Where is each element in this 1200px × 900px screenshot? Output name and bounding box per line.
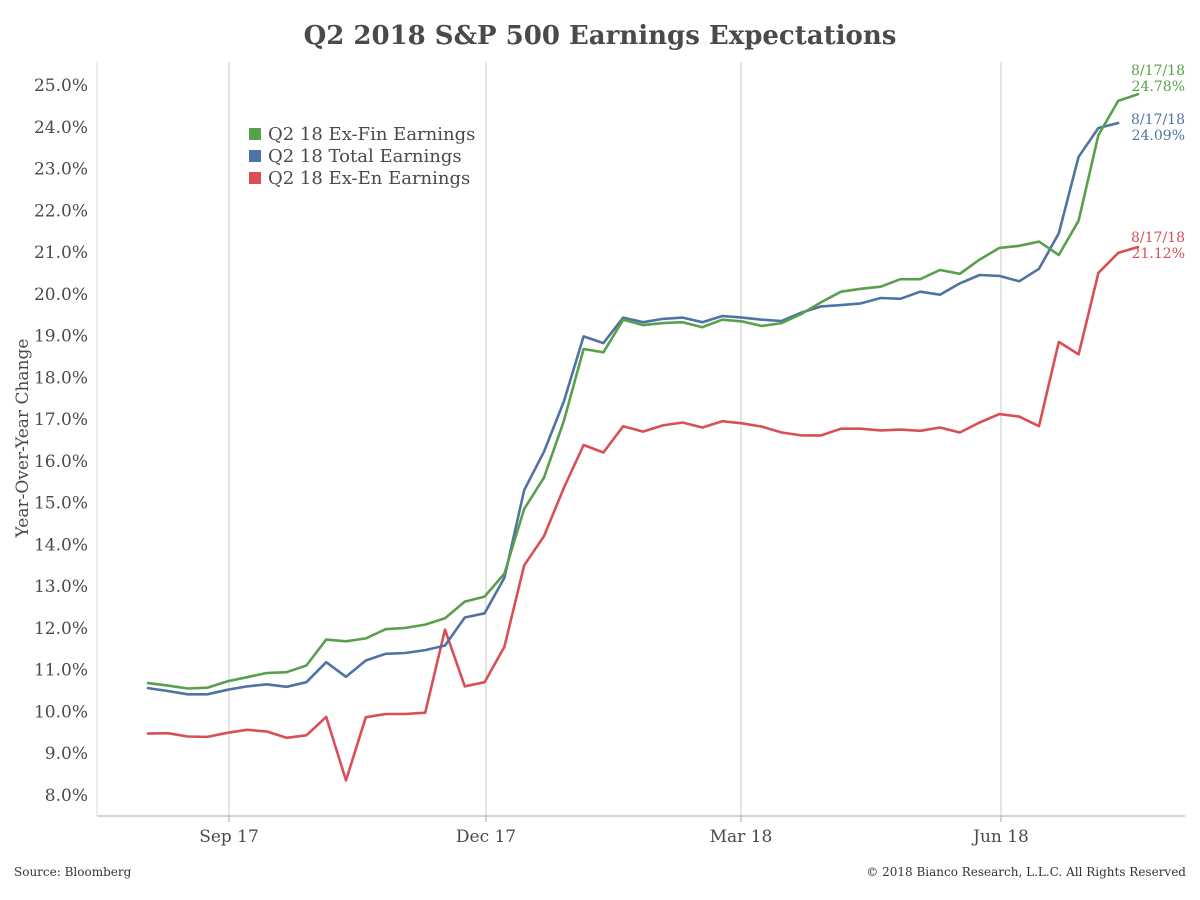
y-tick-label: 11.0% (34, 661, 88, 681)
x-tick-label: Sep 17 (199, 827, 259, 847)
end-label-date: 8/17/18 (1131, 112, 1185, 128)
series-line-2 (146, 121, 1120, 696)
legend-label: Q2 18 Ex-En Earnings (268, 168, 470, 189)
y-axis-label: Year-Over-Year Change (13, 339, 33, 539)
y-tick-label: 14.0% (34, 535, 88, 555)
y-tick-label: 21.0% (34, 243, 88, 263)
x-tick-label: Jun 18 (971, 827, 1029, 847)
y-tick-label: 15.0% (34, 494, 88, 514)
y-tick-label: 13.0% (34, 577, 88, 597)
series-lines (146, 92, 1140, 782)
end-label-date: 8/17/18 (1131, 230, 1185, 246)
legend-swatch (249, 172, 261, 184)
copyright-note: © 2018 Bianco Research, L.L.C. All Right… (866, 865, 1186, 879)
y-tick-label: 10.0% (34, 702, 88, 722)
x-tick-label: Mar 18 (710, 827, 773, 847)
chart-title: Q2 2018 S&P 500 Earnings Expectations (304, 21, 897, 51)
y-tick-label: 24.0% (34, 118, 88, 138)
series-line-1 (146, 92, 1140, 690)
x-tick-label: Dec 17 (456, 827, 516, 847)
y-tick-label: 17.0% (34, 410, 88, 430)
x-axis-ticks: Sep 17 Dec 17 Mar 18 Jun 18 (199, 816, 1029, 847)
y-axis-ticks: 8.0% 9.0% 10.0% 11.0% 12.0% 13.0% 14.0% 15.0% 16… (34, 76, 88, 806)
y-tick-label: 9.0% (45, 744, 88, 764)
legend-swatch (249, 150, 261, 162)
y-tick-label: 25.0% (34, 76, 88, 96)
y-tick-label: 12.0% (34, 619, 88, 639)
y-tick-label: 20.0% (34, 285, 88, 305)
y-tick-label: 18.0% (34, 368, 88, 388)
series-line-3 (146, 245, 1140, 782)
source-note: Source: Bloomberg (14, 865, 132, 879)
y-tick-label: 19.0% (34, 327, 88, 347)
end-label-value: 24.09% (1132, 128, 1185, 144)
legend-swatch (249, 128, 261, 140)
y-tick-label: 8.0% (45, 786, 88, 806)
legend-label: Q2 18 Total Earnings (268, 146, 462, 167)
y-tick-label: 16.0% (34, 452, 88, 472)
legend-label: Q2 18 Ex-Fin Earnings (268, 124, 475, 145)
end-label-date: 8/17/18 (1131, 63, 1185, 79)
end-label-value: 24.78% (1132, 79, 1185, 95)
y-tick-label: 22.0% (34, 201, 88, 221)
end-label-value: 21.12% (1132, 246, 1185, 262)
y-tick-label: 23.0% (34, 160, 88, 180)
